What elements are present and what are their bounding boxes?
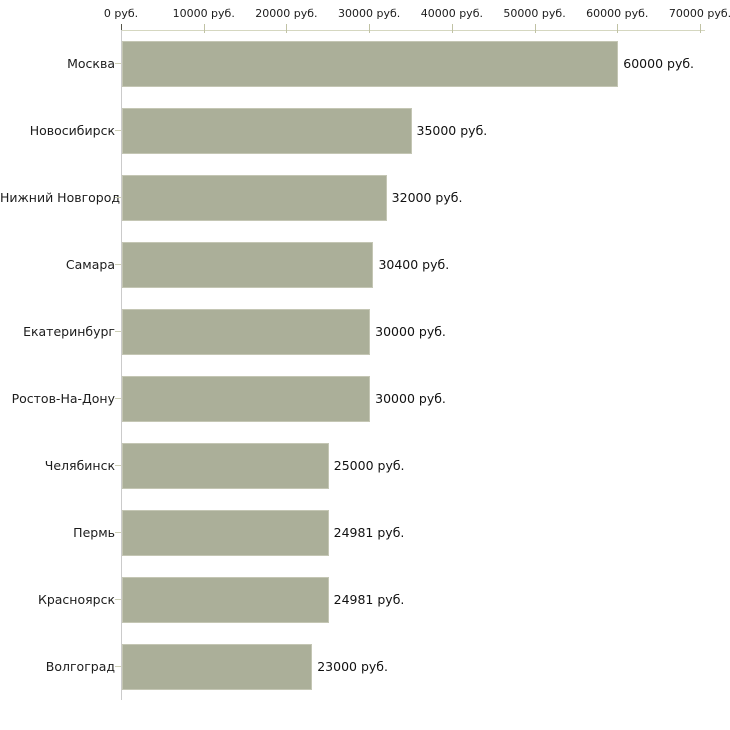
category-tick-mark xyxy=(115,532,121,533)
bar xyxy=(122,375,371,422)
value-label: 30400 руб. xyxy=(378,257,450,272)
bar xyxy=(122,241,374,288)
bar-track: 60000 руб. xyxy=(121,30,730,97)
bar xyxy=(122,174,387,221)
bar-track: 35000 руб. xyxy=(121,97,730,164)
x-axis-tick-mark xyxy=(369,24,371,33)
category-tick-mark xyxy=(115,599,121,600)
bar-row: Челябинск 25000 руб. xyxy=(0,432,730,499)
value-label: 25000 руб. xyxy=(333,458,405,473)
plot-area: Москва 60000 руб. Новосибирск 35000 руб.… xyxy=(0,30,730,700)
x-axis-tick-label: 30000 руб. xyxy=(338,7,401,20)
x-axis-tick-label: 10000 руб. xyxy=(172,7,235,20)
value-label: 30000 руб. xyxy=(375,391,446,406)
category-tick-mark xyxy=(115,197,121,198)
bar-track: 32000 руб. xyxy=(121,164,730,231)
category-label: Челябинск xyxy=(44,458,115,473)
bar-row: Нижний Новгород 32000 руб. xyxy=(0,164,730,231)
category-label: Пермь xyxy=(73,525,115,540)
bar-track: 30400 руб. xyxy=(121,231,730,298)
x-axis-tick-mark xyxy=(203,24,205,33)
bar xyxy=(122,308,371,355)
category-label: Москва xyxy=(67,56,115,71)
bar-row: Москва 60000 руб. xyxy=(0,30,730,97)
category-label: Екатеринбург xyxy=(23,324,115,339)
value-label: 23000 руб. xyxy=(317,659,388,674)
category-tick-mark xyxy=(115,465,121,466)
bar xyxy=(122,509,329,556)
bar xyxy=(122,107,412,154)
category-label: Нижний Новгород xyxy=(0,190,121,205)
category-tick-mark xyxy=(115,331,121,332)
category-tick-mark xyxy=(115,398,121,399)
category-tick-mark xyxy=(115,63,121,64)
category-label: Волгоград xyxy=(45,659,115,674)
bar xyxy=(122,442,329,489)
category-tick-mark xyxy=(115,130,121,131)
category-label: Новосибирск xyxy=(29,123,115,138)
value-label: 24981 руб. xyxy=(333,592,405,607)
bar-row: Волгоград 23000 руб. xyxy=(0,633,730,700)
bar-row: Красноярск 24981 руб. xyxy=(0,566,730,633)
bar-track: 25000 руб. xyxy=(121,432,730,499)
bar-track: 23000 руб. xyxy=(121,633,730,700)
x-axis-tick-label: 0 руб. xyxy=(103,7,139,20)
category-tick-mark xyxy=(115,264,121,265)
category-label: Красноярск xyxy=(37,592,115,607)
x-axis-tick-mark xyxy=(617,24,619,33)
value-label: 32000 руб. xyxy=(391,190,463,205)
bar xyxy=(122,643,313,690)
bar-row: Новосибирск 35000 руб. xyxy=(0,97,730,164)
bar xyxy=(122,40,619,87)
x-axis-tick-mark xyxy=(451,24,453,33)
bar-row: Пермь 24981 руб. xyxy=(0,499,730,566)
bar-row: Екатеринбург 30000 руб. xyxy=(0,298,730,365)
value-label: 60000 руб. xyxy=(623,56,695,71)
value-label: 24981 руб. xyxy=(333,525,405,540)
value-label: 30000 руб. xyxy=(375,324,446,339)
category-label: Ростов-На-Дону xyxy=(11,391,115,406)
bar-track: 24981 руб. xyxy=(121,499,730,566)
x-axis-tick-label: 50000 руб. xyxy=(503,7,566,20)
bar-row: Самара 30400 руб. xyxy=(0,231,730,298)
bar-track: 24981 руб. xyxy=(121,566,730,633)
x-axis-tick-label: 20000 руб. xyxy=(255,7,318,20)
bar-track: 30000 руб. xyxy=(121,298,730,365)
x-axis-tick-label: 70000 руб. xyxy=(668,7,730,20)
bar-row: Ростов-На-Дону 30000 руб. xyxy=(0,365,730,432)
x-axis-tick-label: 60000 руб. xyxy=(586,7,649,20)
x-axis-tick-label: 40000 руб. xyxy=(420,7,483,20)
bar-track: 30000 руб. xyxy=(121,365,730,432)
x-axis-tick-mark xyxy=(700,24,701,33)
x-axis-tick-mark xyxy=(286,24,288,33)
bar xyxy=(122,576,329,623)
category-tick-mark xyxy=(115,666,121,667)
value-label: 35000 руб. xyxy=(416,123,488,138)
x-axis-tick-mark xyxy=(534,24,536,33)
x-axis: 0 руб. 10000 руб. 20000 руб. 30000 руб. … xyxy=(104,0,730,33)
x-axis-tick-mark xyxy=(121,24,122,33)
category-label: Самара xyxy=(65,257,115,272)
